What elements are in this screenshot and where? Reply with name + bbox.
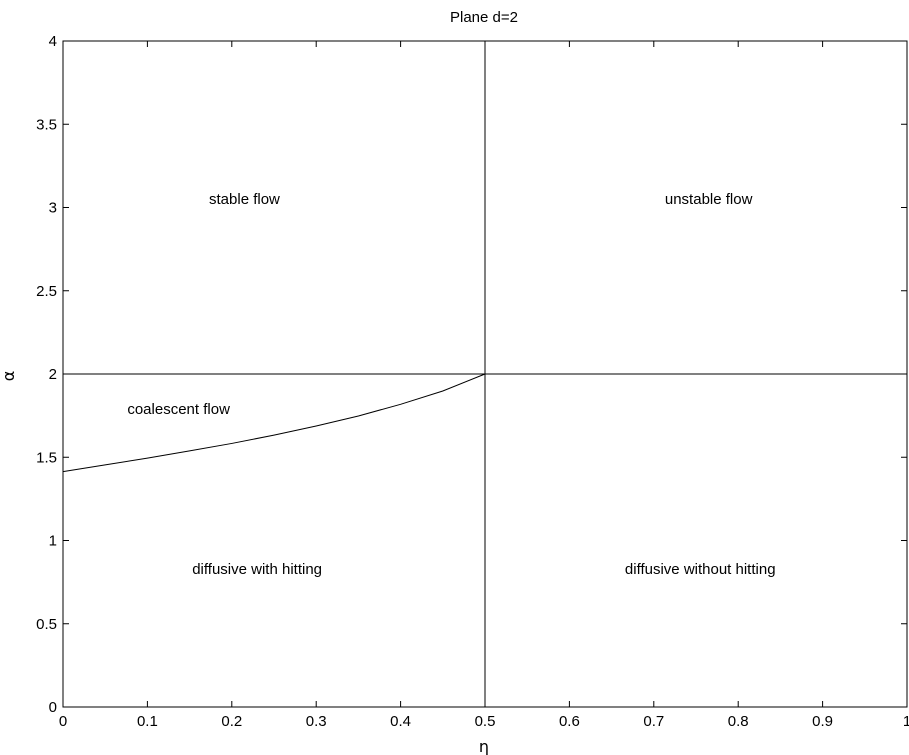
tick-labels: 0 0.1 0.2 0.3 0.4 0.5 0.6 0.7 0.8 0.9 1 0 0.5 1 1.5 2 2.… — [36, 33, 909, 730]
y-tick-label: 2.5 — [36, 283, 57, 300]
x-tick-label: 0.8 — [728, 713, 749, 730]
y-tick-label: 3 — [49, 200, 57, 217]
x-axis-label: η — [479, 737, 489, 755]
y-tick-label: 3.5 — [36, 116, 57, 133]
region-label: stable flow — [209, 191, 280, 208]
x-tick-label: 0.4 — [390, 713, 411, 730]
y-tick-label: 1.5 — [36, 449, 57, 466]
region-label: diffusive without hitting — [625, 561, 776, 578]
y-tick-label: 2 — [49, 366, 57, 383]
x-tick-label: 0.6 — [559, 713, 580, 730]
y-tick-label: 1 — [49, 533, 57, 550]
plot-area — [62, 40, 908, 708]
x-tick-label: 0.3 — [306, 713, 327, 730]
x-tick-label: 0.5 — [475, 713, 496, 730]
y-tick-label: 0 — [49, 699, 57, 716]
x-tick-label: 0.7 — [643, 713, 664, 730]
y-tick-label: 4 — [49, 33, 57, 50]
x-tick-label: 0 — [59, 713, 67, 730]
y-axis-label: α — [0, 371, 18, 382]
x-tick-label: 0.1 — [137, 713, 158, 730]
chart-title: Plane d=2 — [450, 9, 518, 26]
x-tick-label: 0.9 — [812, 713, 833, 730]
region-label: diffusive with hitting — [192, 561, 322, 578]
x-tick-label: 1 — [903, 713, 909, 730]
region-label: unstable flow — [665, 191, 753, 208]
region-label: coalescent flow — [127, 401, 230, 418]
axis-ticks — [62, 40, 908, 708]
region-annotations: stable flow unstable flow coalescent flow d… — [127, 191, 775, 578]
series-line-0 — [62, 373, 486, 473]
y-tick-label: 0.5 — [36, 616, 57, 633]
x-tick-label: 0.2 — [221, 713, 242, 730]
